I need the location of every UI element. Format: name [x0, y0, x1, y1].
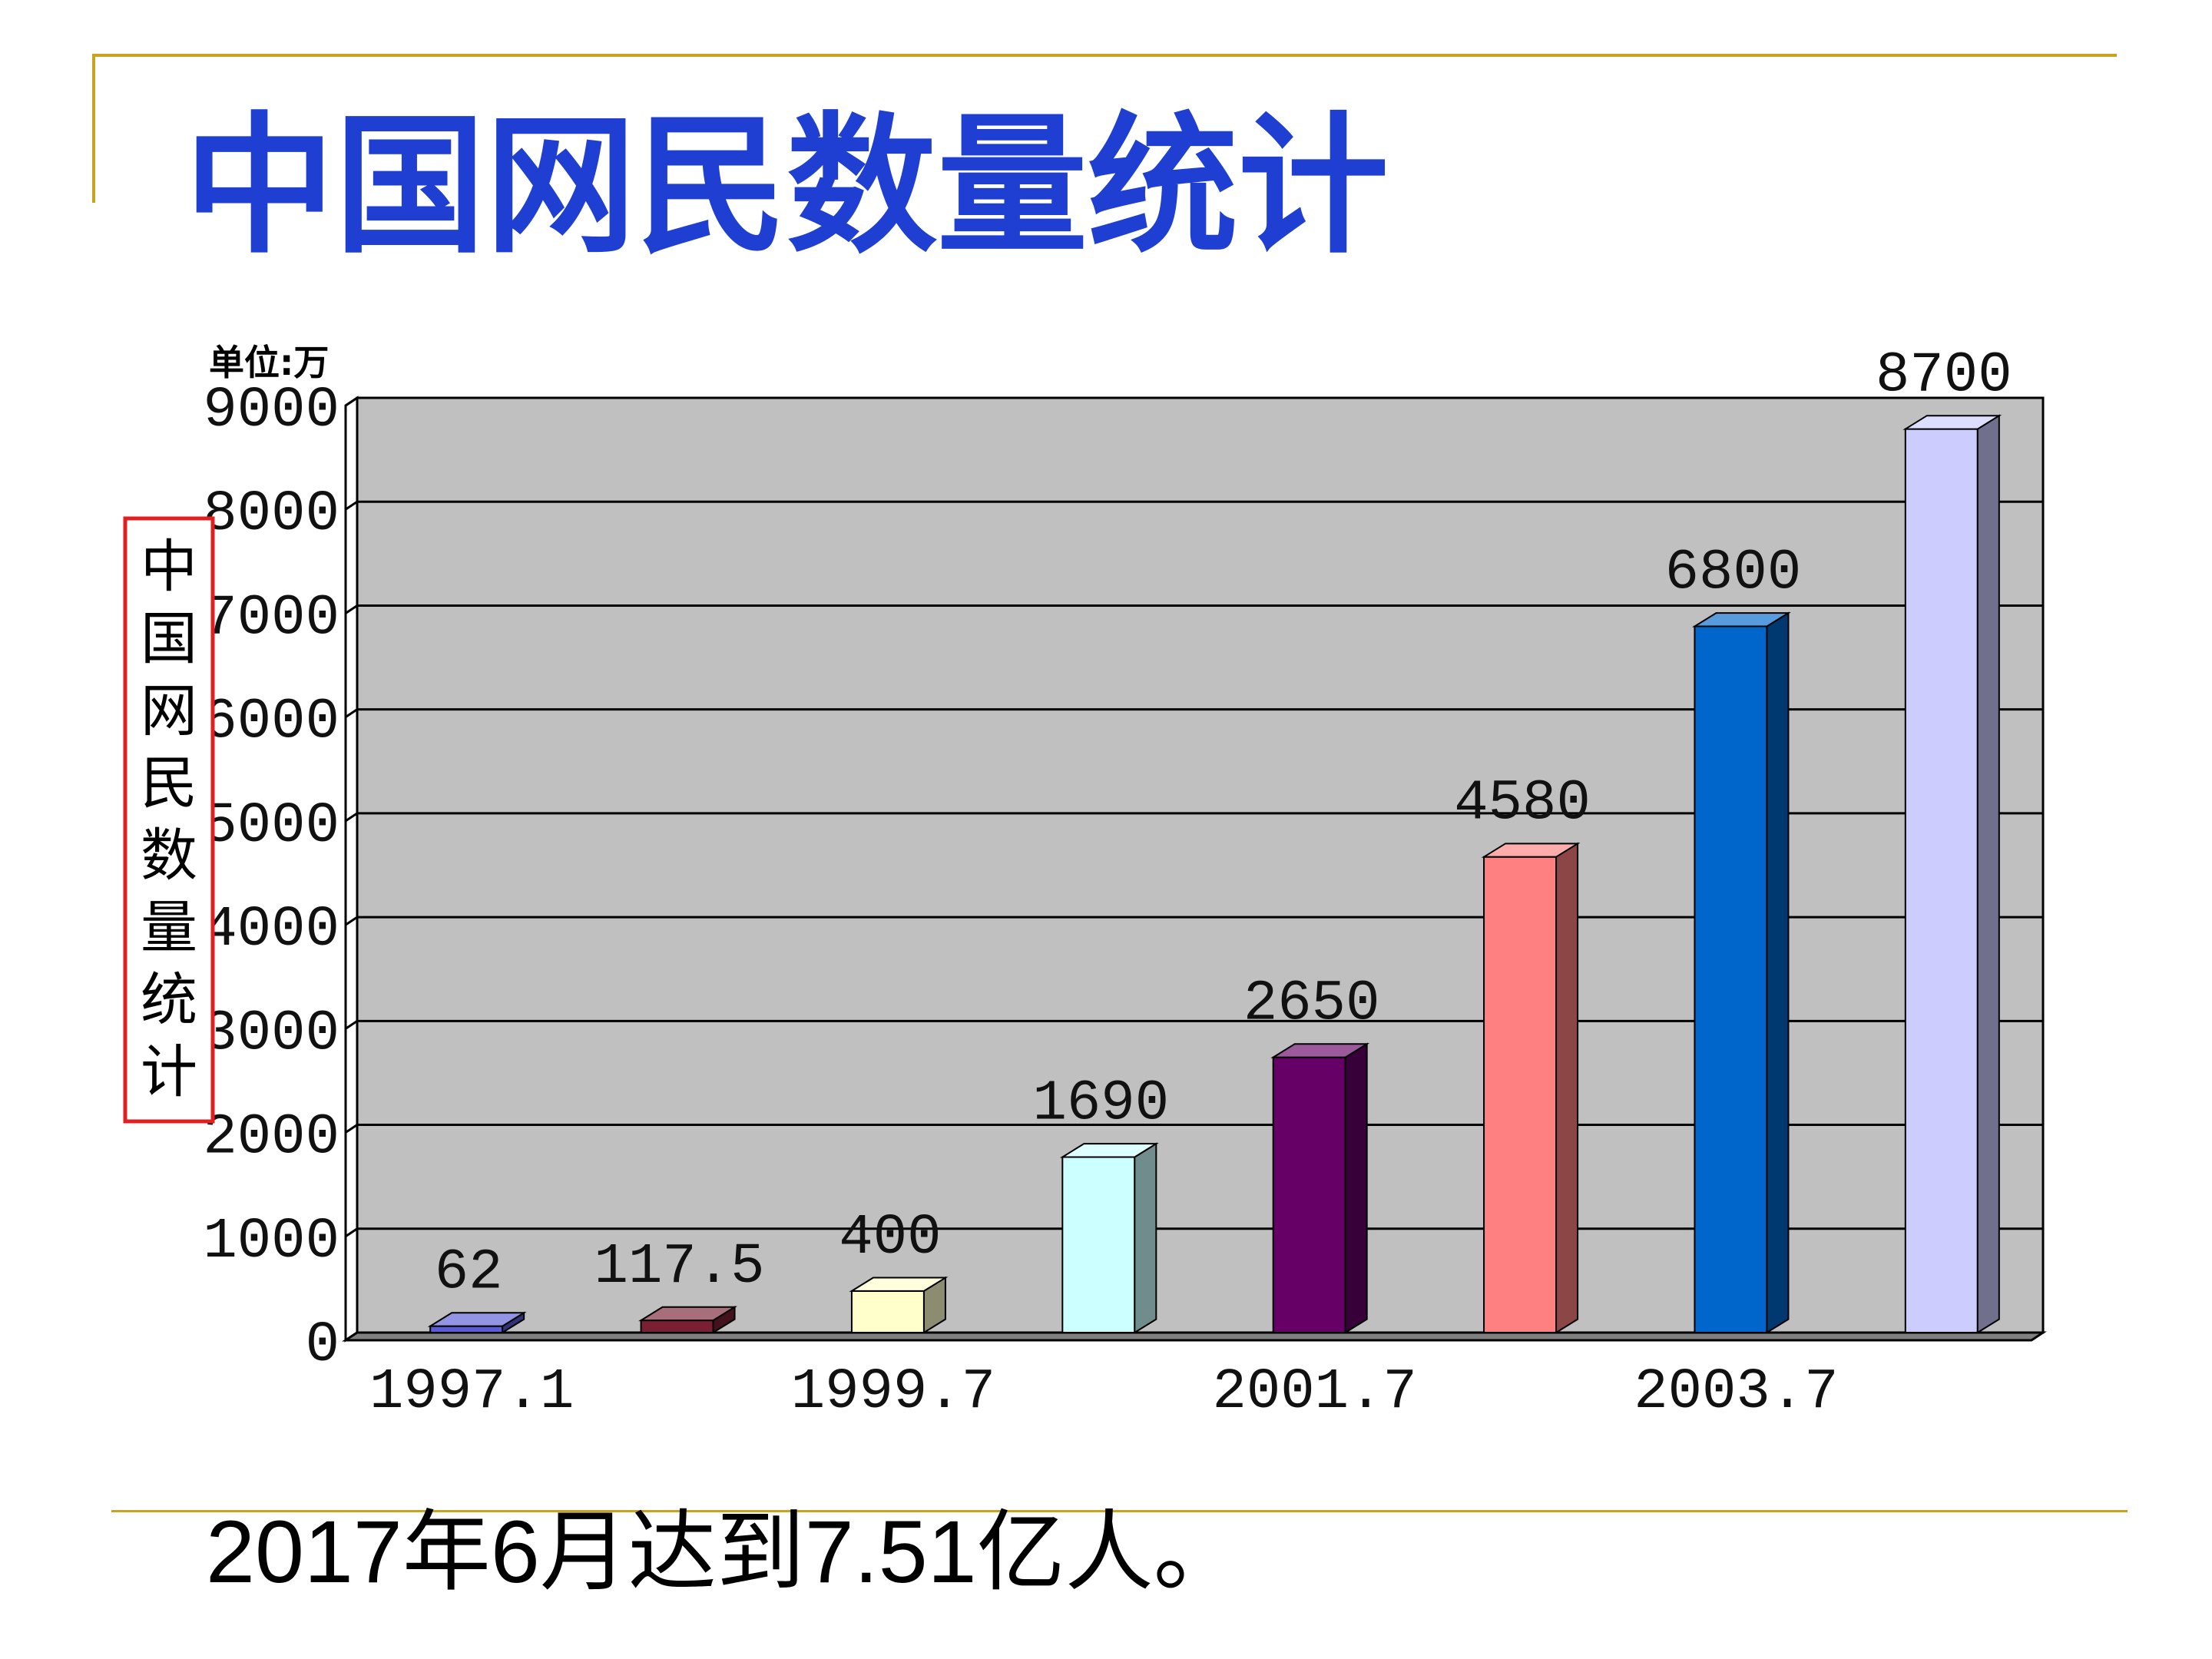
bar [1061, 1156, 1136, 1334]
data-label: 1690 [1032, 1071, 1169, 1136]
bar-top [1059, 1143, 1159, 1158]
data-label: 62 [435, 1241, 503, 1306]
ylabel-char: 量 [141, 895, 197, 961]
y-tick-label: 0 [306, 1313, 339, 1378]
bar [1904, 428, 1979, 1333]
bar [1694, 625, 1768, 1333]
y-tick-label: 1000 [203, 1210, 339, 1274]
slide-title: 中国网民数量统计 [184, 99, 1389, 274]
data-label: 400 [839, 1206, 941, 1270]
data-label: 8700 [1876, 344, 2012, 409]
y-tick-mark [345, 812, 358, 823]
ylabel-char: 中 [141, 534, 197, 600]
bar-top [427, 1312, 527, 1327]
top-rule [92, 54, 2117, 57]
ylabel-char: 计 [141, 1039, 197, 1105]
y-tick-mark [345, 1020, 358, 1030]
footnote: 2017年6月达到7.51亿人。 [206, 1503, 1242, 1601]
bar-top [1691, 612, 1791, 628]
bar [850, 1290, 925, 1334]
plot-floor [342, 1331, 2047, 1342]
x-tick-label: 2001.7 [1212, 1360, 1416, 1425]
bar-side [1976, 414, 2000, 1334]
y-tick-mark [345, 500, 358, 511]
y-tick-label: 2000 [203, 1106, 339, 1171]
ylabel-char: 统 [141, 967, 197, 1033]
ylabel-char: 国 [141, 606, 197, 672]
bar-top [1902, 415, 2002, 430]
x-tick-label: 1999.7 [791, 1360, 995, 1425]
y-tick-label: 8000 [203, 482, 339, 547]
bar-top [1481, 843, 1581, 858]
data-label: 2650 [1243, 972, 1380, 1037]
y-tick-mark [345, 1227, 358, 1238]
bar-top [1270, 1043, 1370, 1058]
y-tick-label: 5000 [203, 794, 339, 859]
bottom-rule [111, 1510, 2128, 1512]
y-tick-label: 4000 [203, 898, 339, 962]
y-tick-mark [345, 916, 358, 926]
bar [1483, 856, 1558, 1333]
x-tick-label: 1997.1 [369, 1360, 574, 1425]
y-tick-mark [345, 396, 358, 407]
left-rule [92, 54, 95, 203]
y-tick-mark [345, 604, 358, 614]
y-tick-label: 9000 [203, 379, 339, 443]
data-label: 117.5 [594, 1235, 765, 1300]
bar-top [638, 1306, 738, 1322]
data-label: 4580 [1454, 772, 1591, 836]
y-tick-label: 3000 [203, 1002, 339, 1066]
bar [640, 1320, 714, 1333]
bar-top [849, 1277, 949, 1292]
ylabel-char: 网 [141, 678, 197, 744]
y-tick-mark [345, 708, 358, 718]
y-tick-label: 6000 [203, 690, 339, 755]
plot-side-wall [344, 396, 359, 1343]
y-tick-label: 7000 [203, 586, 339, 651]
bar-side [1134, 1142, 1157, 1334]
x-tick-label: 2003.7 [1634, 1360, 1838, 1425]
unit-label: 单位:万 [209, 342, 329, 383]
bar [429, 1325, 504, 1333]
ylabel-char: 数 [141, 823, 197, 889]
bar-side [1766, 611, 1790, 1334]
data-label: 6800 [1665, 541, 1802, 605]
bar-side [1344, 1042, 1368, 1334]
ylabel-box [123, 516, 215, 1124]
bar [1272, 1056, 1346, 1334]
ylabel-char: 民 [141, 750, 197, 816]
y-tick-mark [345, 1124, 358, 1134]
plot-area [356, 396, 2045, 1334]
bar-side [1555, 842, 1579, 1334]
